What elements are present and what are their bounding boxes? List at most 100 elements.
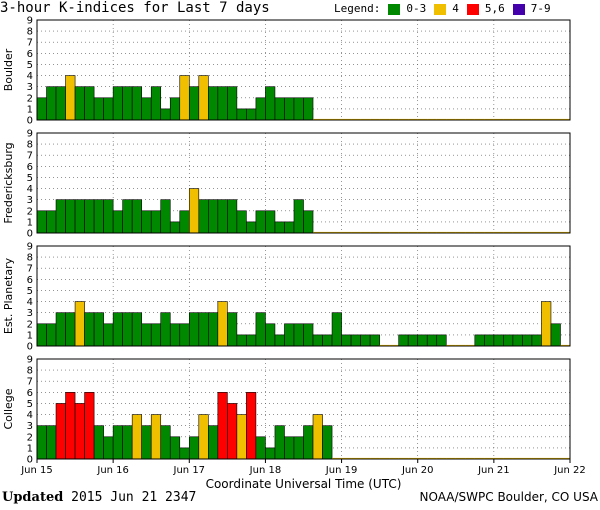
k-index-bar xyxy=(246,221,257,234)
legend-text-quiet: 0-3 xyxy=(406,2,427,15)
k-index-bar xyxy=(160,312,171,347)
k-index-bar xyxy=(426,334,438,347)
y-tick-label: 9 xyxy=(27,16,33,27)
y-tick-label: 9 xyxy=(27,129,33,140)
x-tick-label: Jun 21 xyxy=(477,465,510,476)
k-index-bar xyxy=(55,86,66,121)
k-index-bar xyxy=(217,301,228,347)
legend-swatch-active xyxy=(434,3,447,15)
y-tick-label: 1 xyxy=(27,330,33,341)
k-index-bar xyxy=(407,334,419,347)
legend: Legend: 0-3 4 5,6 7-9 xyxy=(334,3,551,15)
k-index-bar xyxy=(188,188,200,234)
k-index-bar xyxy=(131,414,142,460)
k-index-bar xyxy=(274,97,285,121)
k-index-bar xyxy=(188,86,200,121)
y-tick-label: 6 xyxy=(27,49,33,60)
y-tick-label: 3 xyxy=(27,421,33,432)
k-index-bar xyxy=(36,97,47,121)
k-index-bar xyxy=(55,312,66,347)
k-index-bar xyxy=(322,334,333,347)
legend-text-storm: 5,6 xyxy=(484,2,505,15)
k-index-bar xyxy=(322,425,333,460)
k-index-bar xyxy=(74,199,85,234)
k-index-bar xyxy=(293,436,304,460)
k-index-bar xyxy=(65,312,76,347)
updated-label: Updated xyxy=(2,490,64,505)
k-index-bar xyxy=(331,312,342,347)
k-index-bar xyxy=(112,210,123,234)
k-index-bar xyxy=(341,334,352,347)
y-tick-label: 3 xyxy=(27,82,33,93)
k-index-bar xyxy=(65,199,76,234)
y-tick-label: 6 xyxy=(27,388,33,399)
k-index-bar xyxy=(227,312,238,347)
y-tick-label: 7 xyxy=(27,38,33,49)
k-index-bar xyxy=(179,323,190,347)
y-tick-label: 4 xyxy=(27,184,33,195)
legend-text-severe: 7-9 xyxy=(530,2,551,15)
k-index-bar xyxy=(265,210,276,234)
k-index-bar xyxy=(303,323,314,347)
panel-frame xyxy=(36,19,571,121)
k-index-bar xyxy=(293,199,304,234)
x-tick-label: Jun 16 xyxy=(96,465,129,476)
k-index-bar xyxy=(255,436,266,460)
k-index-bar xyxy=(474,334,485,347)
panel-frame xyxy=(36,132,571,234)
legend-item-storm: 5,6 xyxy=(466,2,505,15)
k-index-bar xyxy=(122,425,133,460)
y-tick-label: 8 xyxy=(27,140,33,151)
k-index-bar xyxy=(303,97,314,121)
k-index-bar xyxy=(246,108,257,121)
k-index-bar xyxy=(36,323,47,347)
k-index-bar xyxy=(255,312,266,347)
y-tick-label: 0 xyxy=(27,116,33,127)
k-index-bar xyxy=(169,97,181,121)
y-tick-label: 2 xyxy=(27,432,33,443)
k-index-bar xyxy=(160,199,171,234)
k-index-bar xyxy=(55,199,66,234)
x-tick-label: Jun 22 xyxy=(553,465,586,476)
k-index-bar xyxy=(274,425,285,460)
y-tick-label: 1 xyxy=(27,443,33,454)
y-tick-label: 8 xyxy=(27,366,33,377)
k-index-bar xyxy=(103,323,114,347)
y-tick-label: 7 xyxy=(27,264,33,275)
x-tick-label: Jun 15 xyxy=(20,465,53,476)
panel-frame xyxy=(36,245,571,347)
y-tick-label: 1 xyxy=(27,217,33,228)
y-tick-label: 0 xyxy=(27,342,33,353)
k-index-bar xyxy=(398,334,409,347)
k-index-bar xyxy=(303,425,314,460)
y-tick-label: 4 xyxy=(27,410,33,421)
k-index-bar xyxy=(65,392,76,460)
k-index-bar xyxy=(550,323,561,347)
k-index-bar xyxy=(84,312,95,347)
credit-text: NOAA/SWPC Boulder, CO USA xyxy=(419,490,598,504)
k-index-bar xyxy=(131,86,142,121)
k-index-bar xyxy=(255,210,266,234)
panel-ylabel: College xyxy=(2,388,15,429)
k-index-bar xyxy=(169,221,181,234)
k-index-bar xyxy=(179,210,190,234)
k-index-bar xyxy=(198,312,209,347)
k-index-bar xyxy=(417,334,428,347)
k-index-bar xyxy=(141,425,152,460)
k-index-bar xyxy=(484,334,495,347)
updated-value: 2015 Jun 21 2347 xyxy=(71,490,197,505)
k-index-bar xyxy=(122,199,133,234)
k-index-bar xyxy=(312,414,323,460)
y-tick-label: 0 xyxy=(27,229,33,240)
k-index-bar xyxy=(141,210,152,234)
k-index-bar xyxy=(265,447,276,460)
k-index-bar xyxy=(46,210,57,234)
k-index-bar xyxy=(284,323,295,347)
k-index-bar xyxy=(522,334,533,347)
legend-item-active: 4 xyxy=(434,3,459,15)
k-index-bar xyxy=(160,108,171,121)
k-index-bar xyxy=(284,221,295,234)
y-tick-label: 2 xyxy=(27,206,33,217)
k-index-bar xyxy=(493,334,504,347)
k-index-bar xyxy=(436,334,447,347)
